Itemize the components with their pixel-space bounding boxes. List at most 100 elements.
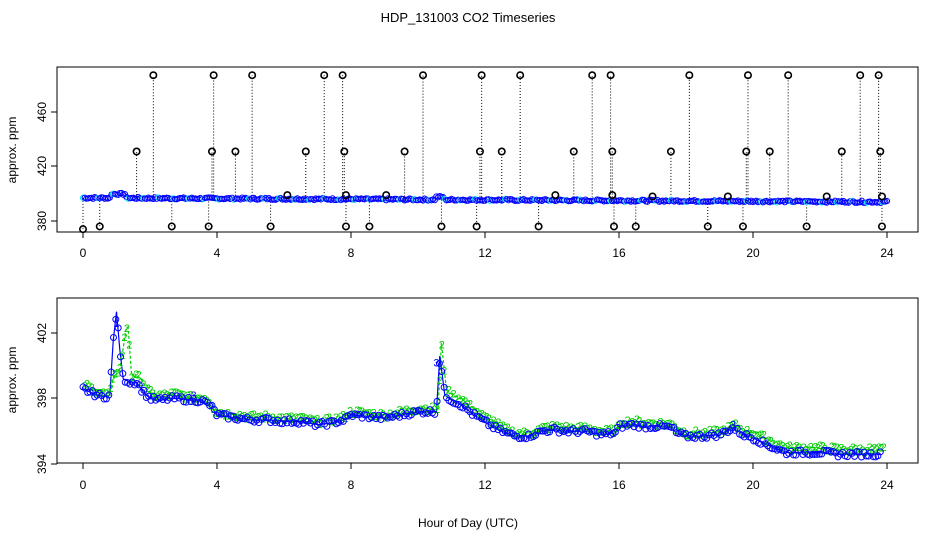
top-baseline-point-215 xyxy=(440,194,447,201)
bottom-series-2-point-237: 2 xyxy=(639,420,645,432)
bottom-series-2-point-133: 2 xyxy=(394,408,400,420)
bottom-series-2-point-128: 2 xyxy=(382,413,388,425)
bottom-series-2-point-158: 2 xyxy=(453,394,459,406)
bottom-series-1-point-195 xyxy=(536,427,544,435)
bottom-series-2-point-303: 2 xyxy=(794,441,800,453)
bottom-series-2-point-213: 2 xyxy=(582,421,588,433)
bottom-series-1-point-54 xyxy=(206,402,214,410)
top-baseline-point-480 xyxy=(883,197,891,205)
top-baseline-point-23 xyxy=(118,189,125,197)
top-spike-point-12 xyxy=(320,71,329,80)
bottom-series-1-point-74 xyxy=(253,416,261,424)
top-spike-point-6 xyxy=(207,147,216,156)
bottom-series-2-point-268: 2 xyxy=(711,424,717,436)
top-spike-point-9 xyxy=(248,71,257,80)
bottom-series-2-point-98: 2 xyxy=(312,415,318,427)
bottom-series-2-point-162: 2 xyxy=(462,396,468,408)
bottom-series-2-point-25: 2 xyxy=(140,379,146,391)
bottom-series-1-point-315 xyxy=(818,450,826,458)
bottom-series-1-point-291 xyxy=(761,440,769,448)
bottom-series-1-point-251 xyxy=(668,423,676,431)
bottom-series-2-point-78: 2 xyxy=(265,411,271,423)
top-x-tick-label-3: 12 xyxy=(478,246,492,260)
bottom-series-1-point-164 xyxy=(464,406,472,414)
bottom-series-2-point-319: 2 xyxy=(831,442,837,454)
bottom-series-1-point-321 xyxy=(832,449,840,457)
bottom-series-2-point-44: 2 xyxy=(185,390,191,402)
bottom-series-2-point-340: 2 xyxy=(881,442,887,454)
bottom-series-2-point-240: 2 xyxy=(646,417,652,429)
bottom-series-2-point-16: 2 xyxy=(119,350,125,362)
bottom-series-1-point-202 xyxy=(553,425,561,433)
bottom-series-2-point-287: 2 xyxy=(756,430,762,442)
bottom-series-2-point-180: 2 xyxy=(505,422,511,434)
bottom-panel: 2222222222222222222222222222222222222222… xyxy=(5,297,919,530)
bottom-series-2-point-80: 2 xyxy=(270,412,276,424)
bottom-series-2-point-1: 2 xyxy=(84,379,90,391)
bottom-series-2-point-322: 2 xyxy=(838,443,844,455)
bottom-series-1-point-181 xyxy=(503,429,511,437)
bottom-series-1-point-303 xyxy=(790,451,798,459)
bottom-series-1-point-114 xyxy=(346,411,354,419)
bottom-series-2-point-292: 2 xyxy=(768,436,774,448)
bottom-series-2-point-10: 2 xyxy=(105,387,111,399)
bottom-series-1-point-162 xyxy=(459,404,467,412)
top-baseline-point-25 xyxy=(121,190,128,198)
bottom-series-1-point-311 xyxy=(808,450,816,458)
bottom-series-2-point-323: 2 xyxy=(841,444,847,456)
bottom-plot-area: 2222222222222222222222222222222222222222… xyxy=(79,311,887,461)
bottom-series-2-point-335: 2 xyxy=(869,444,875,456)
top-marker-point-8 xyxy=(608,191,617,200)
bottom-series-1-point-324 xyxy=(839,448,847,456)
top-spike-point-38 xyxy=(765,147,774,156)
top-spike-point-10 xyxy=(266,222,275,231)
top-spike-point-2 xyxy=(132,147,141,156)
bottom-series-1-point-279 xyxy=(733,424,741,432)
chart-title: HDP_131003 CO2 Timeseries xyxy=(381,10,556,25)
bottom-series-1-point-287 xyxy=(752,437,760,445)
bottom-series-1-point-80 xyxy=(267,419,275,427)
bottom-series-1-point-313 xyxy=(813,450,821,458)
bottom-series-2-point-260: 2 xyxy=(693,425,699,437)
bottom-series-1-point-4 xyxy=(88,386,96,394)
top-spike-point-18 xyxy=(419,71,428,80)
bottom-series-1-point-120 xyxy=(360,411,368,419)
bottom-series-1-point-223 xyxy=(602,430,610,438)
bottom-series-2-point-307: 2 xyxy=(803,445,809,457)
bottom-series-2-point-107: 2 xyxy=(333,412,339,424)
bottom-series-2-point-28: 2 xyxy=(147,385,153,397)
top-spike-point-34 xyxy=(703,222,712,231)
bottom-x-tick-label-6: 24 xyxy=(880,478,894,492)
bottom-series-2-point-150: 2 xyxy=(434,404,440,416)
bottom-series-1-point-334 xyxy=(862,452,870,460)
bottom-series-1-point-174 xyxy=(487,421,495,429)
bottom-series-2-point-90: 2 xyxy=(293,412,299,424)
bottom-series-1-point-165 xyxy=(466,408,474,416)
bottom-series-2-point-120: 2 xyxy=(364,408,370,420)
top-y-tick-label-1: 420 xyxy=(35,156,49,176)
bottom-series-2-point-149: 2 xyxy=(432,404,438,416)
bottom-series-2-point-223: 2 xyxy=(606,424,612,436)
bottom-series-2-point-296: 2 xyxy=(777,439,783,451)
top-marker-point-7 xyxy=(341,191,350,200)
bottom-series-1-point-240 xyxy=(642,425,650,433)
bottom-series-label-1: 3 xyxy=(433,357,439,369)
bottom-series-2-point-313: 2 xyxy=(817,440,823,452)
bottom-series-2-point-228: 2 xyxy=(617,419,623,431)
bottom-series-2-point-288: 2 xyxy=(758,429,764,441)
bottom-series-2-point-93: 2 xyxy=(300,411,306,423)
bottom-series-2-point-301: 2 xyxy=(789,445,795,457)
bottom-series-2-point-18: 2 xyxy=(124,323,130,335)
top-spike-point-31 xyxy=(631,222,640,231)
bottom-series-2-point-257: 2 xyxy=(686,431,692,443)
bottom-series-1-point-172 xyxy=(482,416,490,424)
bottom-series-1-point-56 xyxy=(210,406,218,414)
top-spike-point-23 xyxy=(497,147,506,156)
bottom-series-1-point-60 xyxy=(220,410,228,418)
bottom-series-1-point-301 xyxy=(785,449,793,457)
bottom-series-2-point-235: 2 xyxy=(634,414,640,426)
bottom-series-2-point-289: 2 xyxy=(761,430,767,442)
bottom-series-1-point-153 xyxy=(438,368,446,376)
bottom-series-1-point-294 xyxy=(768,445,776,453)
bottom-series-1-point-57 xyxy=(213,412,221,420)
